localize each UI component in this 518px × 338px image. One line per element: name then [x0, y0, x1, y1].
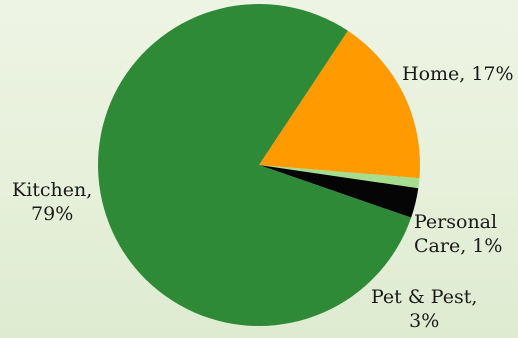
label-pet-pest-line1: Pet & Pest,	[371, 286, 478, 308]
pie-slices	[98, 3, 421, 326]
label-personal-care-line1: Personal	[414, 211, 498, 233]
slice-personal-care	[259, 165, 420, 189]
label-home-text: Home, 17%	[402, 63, 514, 85]
label-kitchen-line1: Kitchen,	[12, 179, 93, 201]
label-pet-pest: Pet & Pest, 3%	[371, 285, 477, 333]
label-pet-pest-line2: 3%	[409, 310, 440, 332]
slice-kitchen	[98, 3, 412, 326]
label-kitchen: Kitchen, 79%	[12, 178, 92, 226]
label-kitchen-line2: 79%	[31, 203, 74, 225]
label-home: Home, 17%	[402, 62, 514, 86]
slice-pet-pest	[259, 165, 419, 218]
slice-home	[259, 30, 421, 179]
label-personal-care-line2: Care, 1%	[414, 235, 503, 257]
label-personal-care: Personal Care, 1%	[414, 210, 502, 258]
